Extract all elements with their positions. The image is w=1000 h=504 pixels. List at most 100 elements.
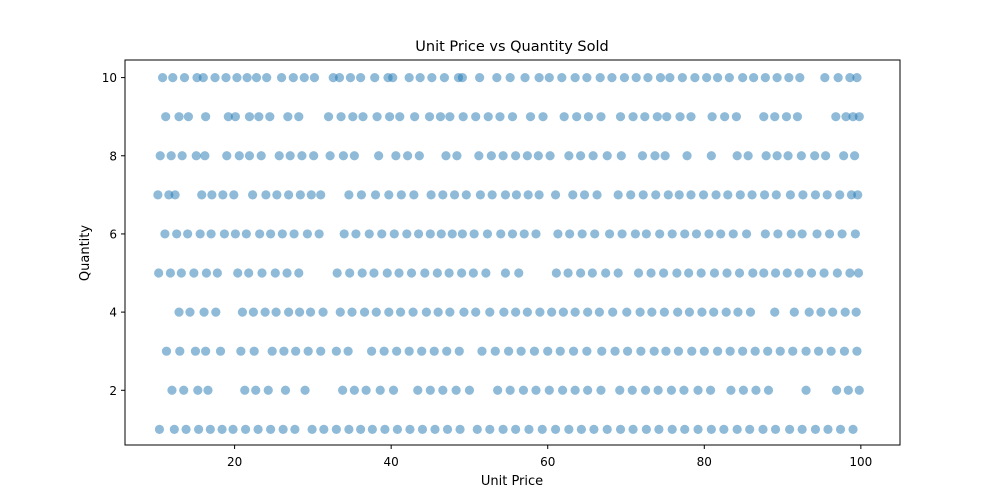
data-point [821,151,831,161]
data-point [564,151,574,161]
data-point [230,112,240,122]
data-point [297,151,307,161]
data-point [518,385,529,395]
data-point [745,424,755,434]
data-point [284,307,294,317]
data-point [481,268,491,278]
data-point [679,385,689,395]
data-point [622,346,633,356]
data-point [770,424,781,434]
data-point [174,112,184,122]
data-point [784,72,794,83]
data-point [660,151,670,161]
data-point [498,151,508,161]
data-point [183,229,193,239]
data-point [261,190,271,200]
data-point [161,112,171,122]
data-point [203,385,213,395]
data-point [674,190,684,200]
data-point [854,112,864,122]
data-point [831,385,842,395]
data-point [759,112,769,122]
data-point [392,424,403,434]
data-point [649,346,659,356]
data-point [837,229,847,239]
data-point [325,151,335,161]
data-point [392,346,402,356]
data-point [436,229,446,239]
data-point [592,190,602,200]
data-point [370,190,381,200]
data-point [505,385,515,395]
data-point [651,190,661,200]
data-point [824,229,835,239]
data-point [640,112,650,122]
data-point [751,385,761,395]
data-point [442,346,452,356]
data-point [680,229,690,239]
data-point [711,190,721,200]
data-point [558,307,568,317]
data-point [413,229,424,239]
data-point [848,424,858,434]
data-point [251,72,262,83]
data-point [475,72,485,83]
data-point [511,190,522,200]
data-point [249,346,259,356]
data-point [435,112,446,122]
data-point [263,385,273,395]
data-point [646,268,656,278]
data-point [781,112,792,122]
data-point [576,424,586,434]
data-point [673,307,683,317]
data-point [723,190,733,200]
data-point [628,424,638,434]
data-point [299,72,309,83]
data-point [783,151,793,161]
data-point [253,424,263,434]
data-point [331,424,341,434]
data-point [385,112,395,122]
data-point [852,346,862,356]
data-point [615,112,626,122]
data-point [271,307,281,317]
data-point [601,268,611,278]
data-point [551,268,561,278]
data-point [260,307,270,317]
data-point [761,151,771,161]
data-point [455,424,465,434]
data-point [447,229,457,239]
data-point [547,307,557,317]
data-point [240,424,251,434]
data-point [759,268,769,278]
data-point [588,151,598,161]
data-point [638,190,648,200]
data-point [537,424,547,434]
data-point [309,72,320,83]
data-point [673,346,684,356]
data-point [677,72,687,83]
data-point [812,229,822,239]
x-tick-label: 40 [384,455,399,469]
data-point [495,112,505,122]
data-point [426,190,436,200]
data-point [576,268,586,278]
data-point [559,112,569,122]
data-point [300,385,310,395]
data-point [733,307,743,317]
data-point [377,229,387,239]
data-point [445,112,455,122]
data-point [240,385,250,395]
data-point [655,72,666,83]
data-point [687,346,697,356]
data-point [309,151,319,161]
data-point [305,307,316,317]
x-tick-label: 80 [697,455,712,469]
data-point [201,112,211,122]
data-point [533,151,543,161]
data-point [229,190,239,200]
data-point [538,112,548,122]
data-point [441,151,451,161]
data-point [794,268,804,278]
data-point [619,72,630,83]
